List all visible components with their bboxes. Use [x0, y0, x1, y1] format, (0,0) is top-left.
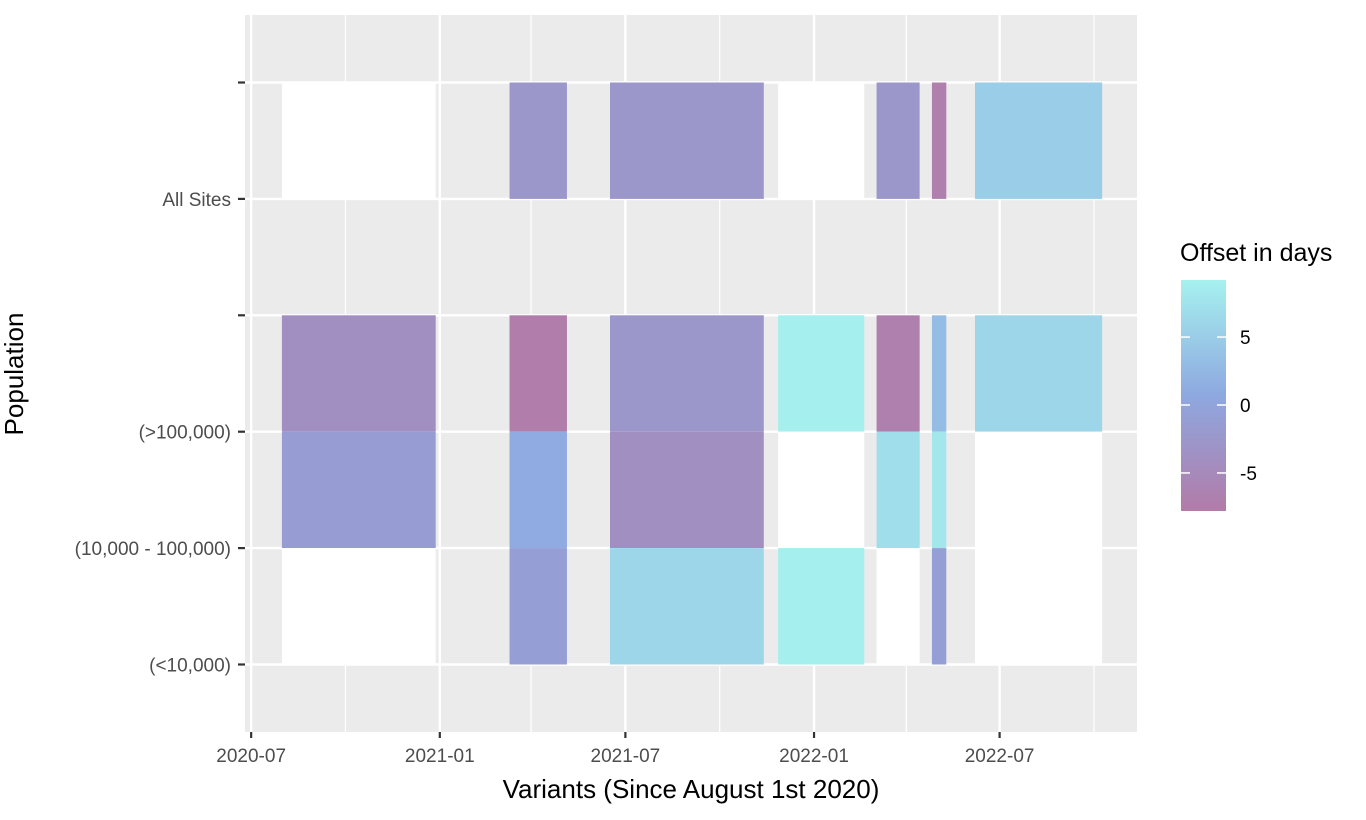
legend-tick-label: -5	[1240, 464, 1257, 485]
heatmap-tile	[281, 431, 436, 549]
y-tick-label: All Sites	[162, 190, 231, 211]
y-tick-label: (10,000 - 100,000)	[75, 539, 231, 560]
heatmap-tile	[778, 315, 865, 432]
heatmap-tile	[778, 431, 865, 549]
heatmap-tile	[931, 431, 947, 549]
heatmap-tile	[876, 431, 920, 549]
heatmap-tile	[876, 315, 920, 432]
tiles	[281, 82, 1103, 665]
heatmap-tile	[975, 82, 1103, 199]
x-tick-label: 2022-01	[779, 746, 849, 767]
heatmap-tile	[876, 548, 920, 665]
heatmap-tile	[610, 548, 764, 665]
x-tick-label: 2021-01	[405, 746, 475, 767]
legend-tick-label: 5	[1240, 328, 1251, 349]
y-tick-label: (>100,000)	[139, 423, 231, 444]
heatmap-tile	[778, 82, 865, 199]
legend-ticks: 5 0 -5	[1181, 328, 1257, 485]
heatmap-tile	[509, 431, 567, 549]
x-axis-title: Variants (Since August 1st 2020)	[503, 774, 880, 804]
heatmap-tile	[778, 548, 865, 665]
x-tick-label: 2021-07	[591, 746, 661, 767]
x-tick-label: 2020-07	[216, 746, 286, 767]
heatmap-tile	[509, 82, 567, 199]
heatmap-tile	[281, 548, 436, 665]
axes: 2020-07 2021-01 2021-07 2022-01 2022-07 (<10,…	[75, 81, 1035, 767]
legend-colorbar	[1181, 280, 1226, 511]
heatmap-tile	[610, 315, 764, 432]
heatmap-tile	[610, 431, 764, 549]
heatmap-tile	[281, 82, 436, 199]
legend: Offset in days 5 0 -5	[1180, 239, 1332, 511]
heatmap-tile	[975, 548, 1103, 665]
heatmap-tile	[931, 548, 947, 665]
heatmap-tile	[281, 315, 436, 432]
legend-title: Offset in days	[1180, 239, 1332, 267]
heatmap-tile	[931, 315, 947, 432]
y-tick-label: (<10,000)	[149, 655, 231, 676]
heatmap-tile	[509, 315, 567, 432]
heatmap-tile	[876, 82, 920, 199]
heatmap-tile	[975, 431, 1103, 549]
heatmap-tile	[610, 82, 764, 199]
y-axis-title: Population	[0, 313, 29, 436]
heatmap-tile	[931, 82, 947, 199]
x-tick-label: 2022-07	[965, 746, 1035, 767]
heatmap-tile	[509, 548, 567, 665]
legend-tick-label: 0	[1240, 396, 1251, 417]
heatmap-tile	[975, 315, 1103, 432]
